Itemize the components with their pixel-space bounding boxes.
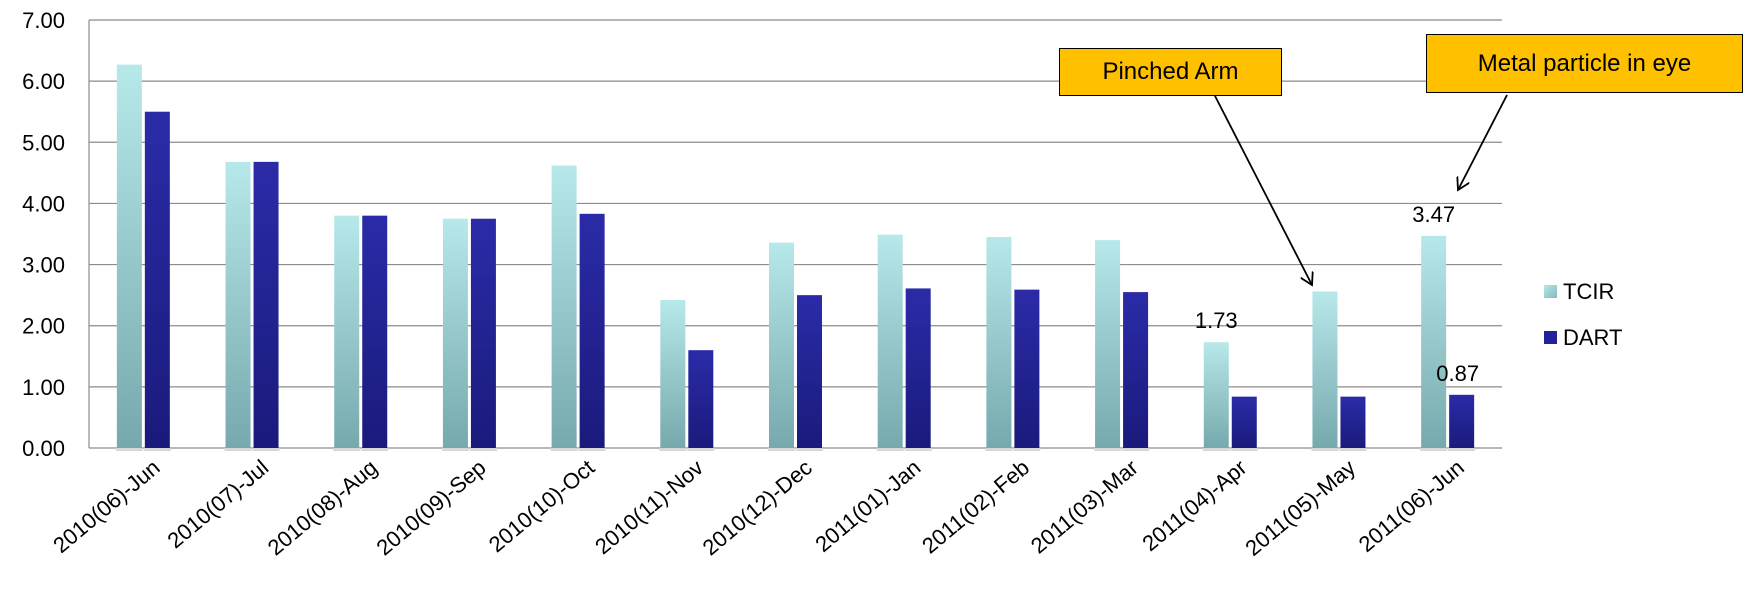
y-tick-label: 6.00 [22,69,65,94]
legend-swatch-dart [1544,331,1557,344]
bar-shadow [659,448,687,451]
pinched-arm-arrow [1212,91,1312,285]
gridlines [89,19,1502,449]
bar-dart [579,213,605,448]
data-label: 1.73 [1195,308,1238,333]
bar-shadow [361,448,389,451]
bar-shadow [1230,448,1258,451]
bar-tcir [1421,235,1447,448]
y-axis: 0.00 1.00 2.00 3.00 4.00 5.00 6.00 7.00 [22,8,90,461]
y-tick-label: 0.00 [22,436,65,461]
bar-shadow [1094,448,1122,451]
bar-tcir [116,64,142,449]
bar-shadow [876,448,904,451]
bar-tcir [769,242,794,448]
bar-shadow [796,448,823,451]
bar-shadow [252,448,280,451]
x-tick-label: 2010(07)-Jul [163,455,274,554]
x-tick-label: 2010(08)-Aug [263,455,382,561]
bar-dart [1231,396,1257,448]
y-tick-label: 3.00 [22,253,65,278]
bar-shadow [687,448,715,451]
bar-dart [1014,289,1040,448]
bar-dart [688,350,714,448]
x-tick-label: 2011(01)-Jan [810,455,925,557]
x-tick-label: 2010(09)-Sep [371,455,490,561]
bar-tcir [1203,342,1229,448]
bar-shadow [1420,448,1448,451]
y-tick-label: 2.00 [22,314,65,339]
bar-tcir [1095,240,1121,448]
bar-dart [362,215,388,448]
y-tick-label: 1.00 [22,375,65,400]
bar-tcir [225,161,251,448]
bar-shadow [224,448,252,451]
bar-dart [470,218,496,448]
bar-dart [1449,394,1475,448]
bar-tcir [551,165,577,448]
bar-tcir [334,215,360,448]
x-tick-label: 2011(06)-Jun [1354,455,1469,557]
bars [115,64,1476,451]
bar-dart [144,111,170,448]
x-tick-label: 2011(03)-Mar [1026,455,1143,559]
bar-tcir [1312,291,1338,448]
bar-shadow [1311,448,1339,451]
bar-dart [1123,292,1149,448]
metal-particle-arrow [1458,94,1508,190]
x-tick-label: 2010(12)-Dec [698,455,817,561]
y-tick-label: 4.00 [22,191,65,216]
legend-label-tcir: TCIR [1563,279,1614,304]
bar-tcir [986,237,1012,448]
x-tick-label: 2011(02)-Feb [917,455,1034,559]
x-tick-label: 2011(04)-Apr [1137,455,1251,556]
bar-tcir [660,300,686,448]
bar-shadow [904,448,932,451]
bar-shadow [441,448,469,451]
data-label: 0.87 [1436,361,1479,386]
legend: TCIR DART [1544,279,1623,350]
bar-shadow [1202,448,1230,451]
bar-shadow [985,448,1013,451]
annotation-metal-particle-in-eye: Metal particle in eye [1426,34,1743,93]
bar-shadow [768,448,795,451]
data-label: 3.47 [1412,202,1455,227]
y-tick-label: 7.00 [22,8,65,33]
bar-shadow [469,448,497,451]
bar-dart [1340,396,1366,448]
bar-shadow [550,448,578,451]
legend-label-dart: DART [1563,325,1623,350]
bar-shadow [333,448,361,451]
x-tick-label: 2010(11)-Nov [590,455,708,560]
bar-shadow [1448,448,1476,451]
bar-dart [797,295,822,448]
x-axis: 2010(06)-Jun2010(07)-Jul2010(08)-Aug2010… [48,455,1469,561]
x-tick-label: 2011(05)-May [1240,455,1360,561]
bar-tcir [877,234,903,448]
annotation-arrows [1212,91,1508,285]
x-tick-label: 2010(06)-Jun [48,455,164,558]
bar-dart [253,161,279,448]
bar-shadow [1339,448,1367,451]
data-labels: 1.73 3.47 0.87 [1195,202,1479,386]
legend-swatch-tcir [1544,285,1557,298]
bar-shadow [115,448,143,451]
bar-dart [905,288,931,448]
y-tick-label: 5.00 [22,130,65,155]
x-tick-label: 2010(10)-Oct [484,455,599,557]
bar-shadow [578,448,606,451]
bar-tcir [442,218,468,448]
annotation-pinched-arm: Pinched Arm [1059,48,1282,96]
bar-shadow [1122,448,1150,451]
bar-shadow [143,448,171,451]
bar-shadow [1013,448,1041,451]
